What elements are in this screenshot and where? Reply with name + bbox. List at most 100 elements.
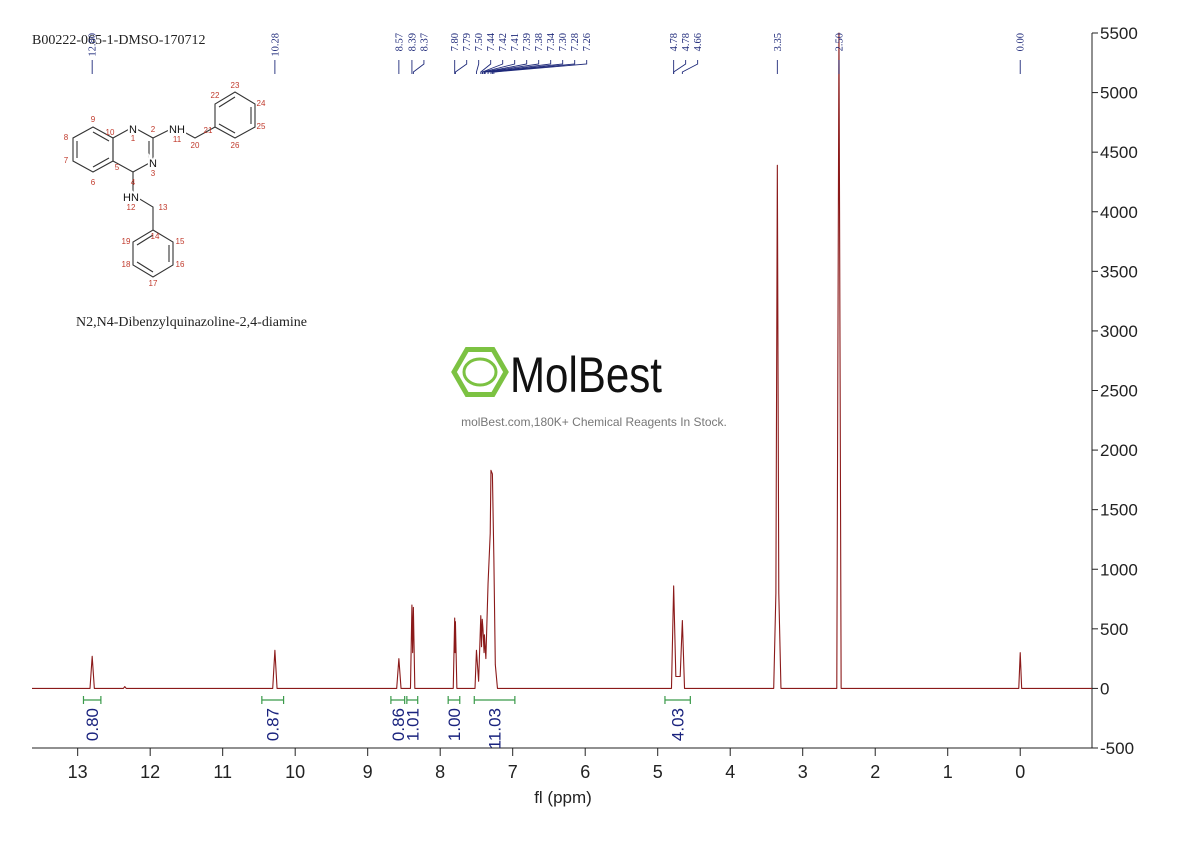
x-tick-label: 8 xyxy=(435,762,445,782)
y-tick-label: 3500 xyxy=(1100,262,1138,281)
y-tick-label: 1500 xyxy=(1100,501,1138,520)
atom-number: 4 xyxy=(131,178,136,187)
atom-number: 20 xyxy=(191,141,200,150)
y-tick-label: 2000 xyxy=(1100,441,1138,460)
integral-label: 1.01 xyxy=(403,708,422,741)
bond xyxy=(214,91,256,139)
peak-label: 7.39 xyxy=(522,33,533,51)
integral-bracket xyxy=(664,696,691,704)
peak-label: 0.00 xyxy=(1016,33,1027,51)
atom-number: 9 xyxy=(91,115,96,124)
compound-name: N2,N4-Dibenzylquinazoline-2,4-diamine xyxy=(76,315,307,330)
bond xyxy=(132,229,174,278)
bond xyxy=(218,96,236,108)
peak-label: 7.30 xyxy=(558,33,569,51)
peak-label: 8.39 xyxy=(407,33,418,51)
peak-leader xyxy=(475,60,480,74)
y-tick-label: 500 xyxy=(1100,620,1128,639)
bond xyxy=(136,261,154,273)
logo-ring xyxy=(462,357,498,387)
atom-number: 19 xyxy=(122,237,131,246)
peak-label: 7.79 xyxy=(462,33,473,51)
peak-label: 7.41 xyxy=(510,33,521,51)
bond xyxy=(136,234,154,246)
x-tick-label: 11 xyxy=(213,762,232,782)
peak-leader xyxy=(480,60,492,74)
y-tick-label: 5000 xyxy=(1100,84,1138,103)
integral-label: 0.80 xyxy=(83,708,102,741)
atom-number: 26 xyxy=(231,141,240,150)
bond xyxy=(132,172,154,230)
peak-label: 4.66 xyxy=(693,33,704,51)
y-tick-label: 4000 xyxy=(1100,203,1138,222)
x-tick-label: 2 xyxy=(870,762,880,782)
atom-number: 1 xyxy=(131,134,136,143)
atom-number: 17 xyxy=(149,279,158,288)
peak-leader xyxy=(490,60,564,74)
bond xyxy=(92,131,110,142)
peak-label: 7.42 xyxy=(498,33,509,51)
atom-number: 23 xyxy=(231,81,240,90)
peak-leader xyxy=(483,60,528,74)
y-tick-label: -500 xyxy=(1100,739,1134,758)
peak-label: 7.28 xyxy=(570,33,581,51)
y-tick-label: 3000 xyxy=(1100,322,1138,341)
atom-number: 10 xyxy=(106,128,115,137)
atom-number: 8 xyxy=(64,133,69,142)
peak-leader xyxy=(673,60,687,74)
x-tick-label: 13 xyxy=(68,762,88,782)
peak-label: 4.78 xyxy=(681,33,692,51)
atom-label: HN xyxy=(123,192,139,204)
integral-label: 11.03 xyxy=(486,708,505,749)
integral-bracket xyxy=(390,696,406,704)
x-tick-label: 9 xyxy=(363,762,373,782)
logo-hexagon xyxy=(451,347,509,397)
atom-number: 14 xyxy=(151,232,160,241)
peak-leader xyxy=(454,60,468,74)
x-axis-label: fl (ppm) xyxy=(534,788,592,807)
peak-leader xyxy=(481,60,504,74)
bond xyxy=(218,123,236,134)
peak-label: 3.35 xyxy=(773,33,784,51)
y-tick-label: 4500 xyxy=(1100,143,1138,162)
plot-area: 13 12 11 10 9 8 7 6 5 4 3 2 1 0-500050010001500200025… xyxy=(32,24,1138,782)
atom-number: 7 xyxy=(64,156,69,165)
integral-bracket xyxy=(82,696,102,704)
peak-label: 10.28 xyxy=(270,33,281,57)
peak-label: 7.80 xyxy=(450,33,461,51)
peak-label: 12.80 xyxy=(88,33,99,57)
integral-label: 0.86 xyxy=(389,708,408,741)
atom-number: 25 xyxy=(257,122,266,131)
peak-leader xyxy=(412,60,425,74)
atom-number: 15 xyxy=(176,237,185,246)
peak-label: 7.44 xyxy=(486,32,497,51)
chart-title: B00222-065-1-DMSO-170712 xyxy=(32,33,205,48)
x-tick-label: 4 xyxy=(725,762,735,782)
y-tick-label: 2500 xyxy=(1100,382,1138,401)
peak-label: 4.78 xyxy=(669,33,680,51)
y-tick-label: 0 xyxy=(1100,679,1109,698)
spectrum xyxy=(32,32,1092,689)
atom-number: 11 xyxy=(173,135,182,144)
integral-bracket xyxy=(447,696,461,704)
atom-number: 21 xyxy=(204,126,213,135)
peak-label: 7.50 xyxy=(474,33,485,51)
logo xyxy=(451,347,509,397)
bond xyxy=(92,157,110,168)
integral-label: 0.87 xyxy=(264,708,283,741)
peak-leader xyxy=(491,60,576,74)
y-tick-label: 5500 xyxy=(1100,24,1138,43)
atom-number: 12 xyxy=(127,203,136,212)
atom-number: 24 xyxy=(257,99,266,108)
peak-leader xyxy=(484,60,540,74)
tagline: molBest.com,180K+ Chemical Reagents In S… xyxy=(461,415,727,429)
x-tick-label: 6 xyxy=(580,762,590,782)
x-tick-label: 12 xyxy=(140,762,160,782)
atom-number: 2 xyxy=(151,125,156,134)
peak-label: 8.57 xyxy=(394,33,405,51)
x-tick-label: 1 xyxy=(943,762,953,782)
peak-label: 7.34 xyxy=(546,32,557,51)
